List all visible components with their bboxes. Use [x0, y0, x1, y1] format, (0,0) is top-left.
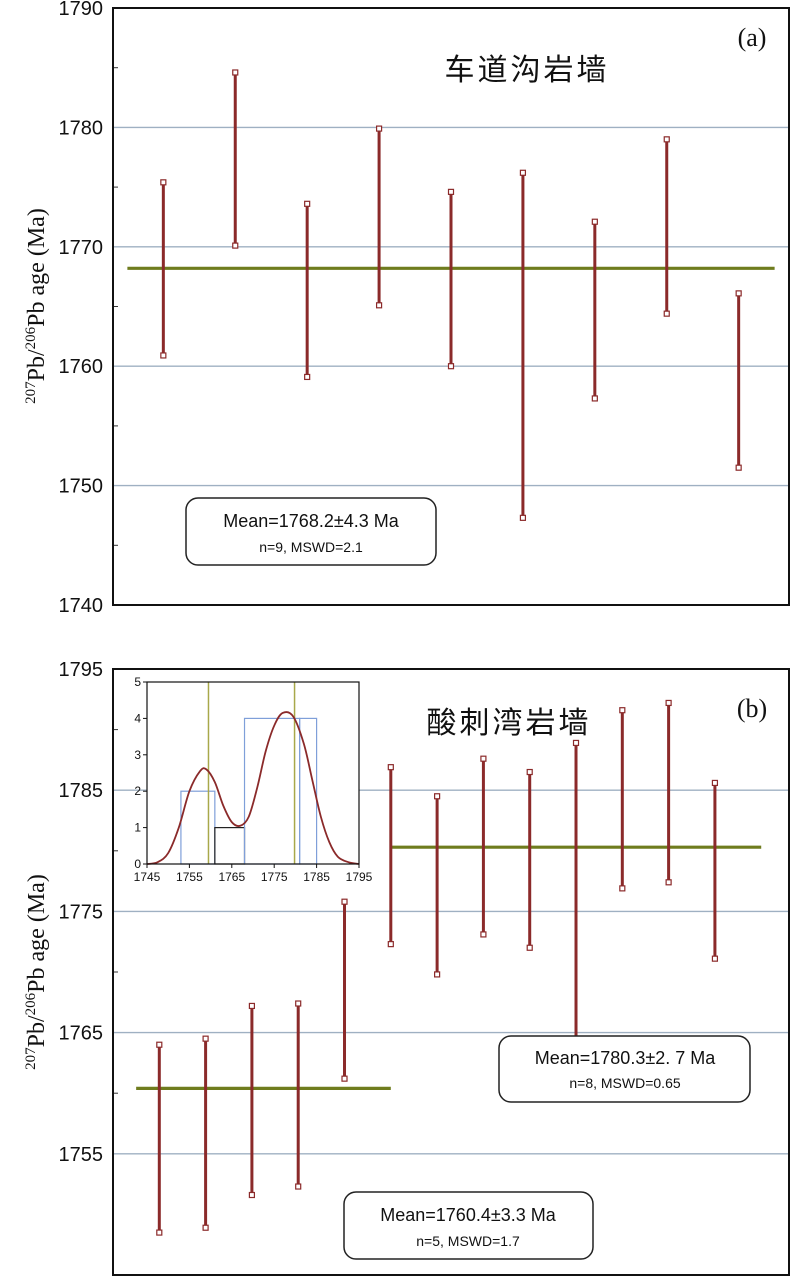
- panel-a-y-tick-label: 1760: [59, 356, 104, 378]
- panel-b-y-tick-label: 1775: [59, 901, 104, 923]
- panel-a-y-tick-labels: 1740 1750 1760 1770 1780 1790: [59, 0, 104, 617]
- panel-a-error-bar: [232, 69, 239, 249]
- panel-a-y-tick-label: 1770: [59, 237, 104, 259]
- inset-y-tick-label: 5: [134, 675, 141, 689]
- panel-a-y-tick-label: 1780: [59, 117, 104, 139]
- panel-b-error-bar: [156, 1041, 163, 1236]
- panel-b-error-bar: [665, 699, 672, 886]
- inset-x-tick-label: 1795: [346, 870, 373, 884]
- panel-b-label: (b): [737, 694, 767, 723]
- inset-density-curve: [146, 711, 360, 865]
- panel-a-y-axis-label: 207Pb/206Pb age (Ma): [23, 208, 50, 404]
- panel-a-frame: [112, 7, 790, 606]
- panel-a-error-bar: [447, 188, 455, 370]
- inset-peak-lines: [207, 682, 296, 864]
- inset-y-tick-label: 0: [134, 857, 141, 871]
- panel-b-error-bar: [202, 1035, 209, 1231]
- panel-a-stats-text: n=9, MSWD=2.1: [259, 539, 363, 555]
- panel-b-stats-text-right: n=8, MSWD=0.65: [569, 1075, 680, 1091]
- inset-x-tick-label: 1745: [134, 870, 161, 884]
- panel-a-error-bar: [304, 200, 311, 381]
- panel-a-error-bar: [375, 125, 383, 309]
- panel-a-error-bar: [160, 179, 167, 359]
- panel-a-error-bars: [160, 69, 742, 521]
- panel-a-y-tick-label: 1740: [59, 595, 104, 617]
- panel-b-mean-box-right: Mean=1780.3±2. 7 Ma n=8, MSWD=0.65: [498, 1035, 751, 1103]
- panel-b-error-bar: [480, 755, 487, 938]
- panel-b-y-tick-label: 1765: [59, 1023, 104, 1045]
- panel-a-title: 车道沟岩墙: [445, 53, 610, 88]
- panel-b-frame: [112, 668, 790, 1276]
- panel-b-mean-box-left: Mean=1760.4±3.3 Ma n=5, MSWD=1.7: [343, 1191, 594, 1260]
- panel-b-y-tick-labels: 1755 1765 1775 1785 1795: [59, 659, 104, 1166]
- panel-a-mean-text: Mean=1768.2±4.3 Ma: [223, 511, 399, 531]
- panel-b-error-bars: [156, 699, 719, 1236]
- inset-histogram: 1745 1755 1765 1775 1785 1795 0 1 2 3 4 5: [134, 675, 373, 884]
- panel-b-y-tick-label: 1785: [59, 780, 104, 802]
- inset-x-tick-label: 1785: [303, 870, 330, 884]
- panel-b-error-bar: [711, 779, 719, 962]
- inset-y-tick-label: 3: [134, 748, 141, 762]
- panel-b-error-bar: [619, 707, 626, 892]
- panel-b-y-tick-label: 1795: [59, 659, 104, 681]
- panel-b-y-tick-label: 1755: [59, 1144, 104, 1166]
- panel-a-error-bar: [735, 290, 742, 471]
- panel-a-error-bar: [591, 218, 598, 402]
- panel-a: 1740 1750 1760 1770 1780 1790 车道沟岩墙 (a) Mean=…: [23, 0, 790, 617]
- panel-b-y-axis-label: 207Pb/206Pb age (Ma): [23, 874, 50, 1070]
- panel-a-mean-box: Mean=1768.2±4.3 Ma n=9, MSWD=2.1: [185, 497, 437, 566]
- inset-x-tick-label: 1755: [176, 870, 203, 884]
- inset-y-tick-label: 1: [134, 821, 141, 835]
- panel-a-y-tick-label: 1790: [59, 0, 104, 20]
- panel-b-error-bar: [434, 793, 441, 978]
- panel-b-error-bar: [248, 1002, 256, 1199]
- panel-a-error-bar: [663, 136, 670, 317]
- panel-a-y-tick-label: 1750: [59, 476, 104, 498]
- panel-b-stats-text-left: n=5, MSWD=1.7: [416, 1233, 520, 1249]
- panel-a-error-bar: [519, 169, 527, 521]
- inset-x-tick-label: 1775: [261, 870, 288, 884]
- panel-b-title: 酸刺湾岩墙: [427, 706, 592, 741]
- inset-y-tick-labels: 0 1 2 3 4 5: [134, 675, 147, 871]
- inset-x-tick-labels: 1745 1755 1765 1775 1785 1795: [134, 864, 373, 884]
- panel-b-error-bar: [295, 1000, 302, 1190]
- panel-b: 1755 1765 1775 1785 1795 酸刺湾岩墙 (b) Mean=1780…: [23, 659, 790, 1276]
- inset-y-tick-label: 4: [134, 711, 141, 725]
- panel-a-label: (a): [738, 23, 767, 52]
- panel-b-error-bar: [526, 768, 533, 951]
- inset-y-tick-label: 2: [134, 784, 141, 798]
- panel-b-mean-text-left: Mean=1760.4±3.3 Ma: [380, 1205, 556, 1225]
- inset-x-tick-label: 1765: [218, 870, 245, 884]
- panel-b-error-bar: [341, 898, 348, 1082]
- panel-b-error-bar: [387, 764, 394, 948]
- panel-b-mean-text-right: Mean=1780.3±2. 7 Ma: [535, 1048, 716, 1068]
